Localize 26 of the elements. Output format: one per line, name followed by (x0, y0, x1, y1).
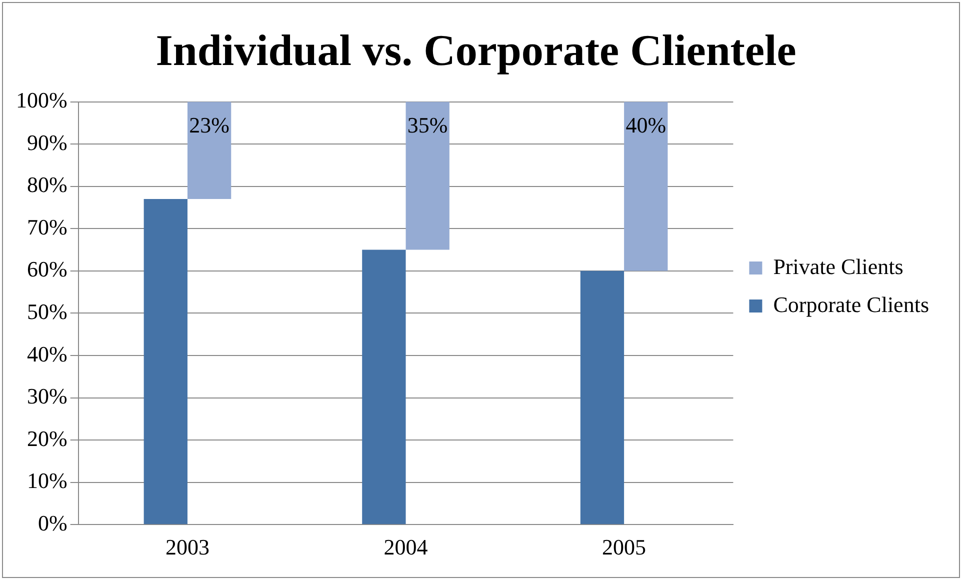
y-tick-label: 70% (27, 214, 68, 240)
y-tick-label: 50% (27, 298, 68, 324)
y-tick-label: 100% (16, 88, 68, 113)
chart-title: Individual vs. Corporate Clientele (156, 26, 796, 75)
bar (580, 270, 624, 524)
x-tick-label: 2003 (165, 534, 210, 560)
y-tick-label: 40% (27, 341, 68, 366)
y-tick-label: 90% (27, 130, 68, 155)
data-label: 23% (189, 112, 230, 138)
legend-label: Corporate Clients (773, 292, 930, 317)
bar (406, 102, 450, 250)
y-tick-label: 0% (38, 510, 68, 536)
data-label: 35% (407, 112, 448, 138)
y-tick-label: 30% (27, 384, 68, 409)
y-tick-label: 60% (27, 256, 68, 282)
bar (144, 199, 188, 524)
bar (362, 250, 406, 524)
data-label: 40% (626, 112, 666, 138)
legend-label: Private Clients (773, 254, 904, 279)
y-tick-label: 80% (27, 172, 68, 198)
y-tick-label: 20% (27, 426, 68, 451)
x-tick-label: 2005 (602, 534, 646, 560)
bar (624, 102, 668, 271)
bar (187, 102, 232, 200)
y-tick-label: 10% (27, 468, 68, 494)
x-tick-label: 2004 (384, 534, 428, 560)
